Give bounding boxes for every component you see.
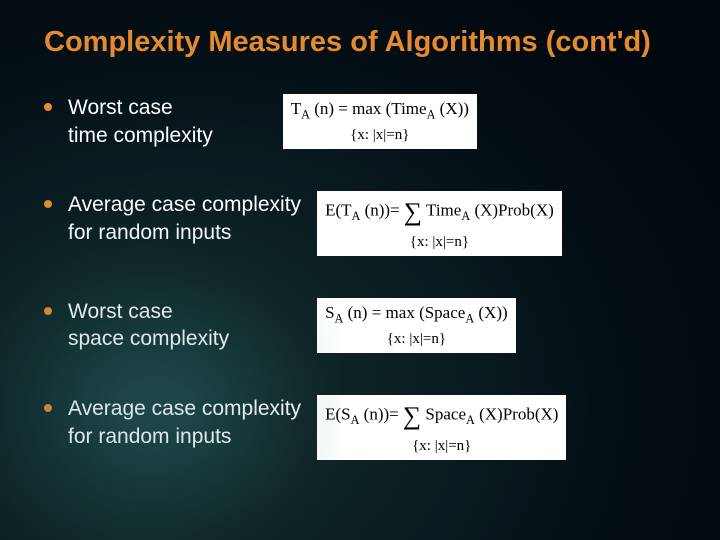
formula-line: E(TA (n))= ∑ TimeA (X)Prob(X) [325, 195, 554, 229]
formula-box: SA (n) = max (SpaceA (X)) {x: |x|=n} [317, 298, 516, 353]
formula-line: TA (n) = max (TimeA (X)) [291, 98, 469, 123]
formula-line: {x: |x|=n} [325, 232, 554, 252]
bullet-list: Worst case time complexity TA (n) = max … [44, 94, 680, 460]
bullet-line: for random inputs [68, 221, 231, 244]
list-item: Average case complexity for random input… [44, 191, 680, 256]
bullet-line: Worst case [68, 96, 173, 119]
formula-line: {x: |x|=n} [325, 329, 508, 349]
bullet-line: Average case complexity [68, 193, 301, 216]
bullet-line: time complexity [68, 124, 213, 147]
formula-line: E(SA (n))= ∑ SpaceA (X)Prob(X) [325, 399, 558, 433]
list-item: Worst case time complexity TA (n) = max … [44, 94, 680, 149]
bullet-line: Worst case [68, 300, 173, 323]
list-item: Worst case space complexity SA (n) = max… [44, 298, 680, 353]
bullet-line: Average case complexity [68, 397, 301, 420]
slide: Complexity Measures of Algorithms (cont'… [0, 0, 720, 540]
bullet-text: Worst case time complexity [68, 94, 213, 149]
formula-box: E(SA (n))= ∑ SpaceA (X)Prob(X) {x: |x|=n… [317, 395, 566, 460]
bullet-line: space complexity [68, 327, 229, 350]
formula-line: {x: |x|=n} [325, 436, 558, 456]
bullet-text: Average case complexity for random input… [68, 395, 301, 450]
bullet-line: for random inputs [68, 425, 231, 448]
bullet-text: Worst case space complexity [68, 298, 229, 353]
slide-title: Complexity Measures of Algorithms (cont'… [44, 24, 680, 60]
formula-box: TA (n) = max (TimeA (X)) {x: |x|=n} [283, 94, 477, 149]
list-item: Average case complexity for random input… [44, 395, 680, 460]
formula-line: SA (n) = max (SpaceA (X)) [325, 302, 508, 327]
formula-line: {x: |x|=n} [291, 125, 469, 145]
formula-box: E(TA (n))= ∑ TimeA (X)Prob(X) {x: |x|=n} [317, 191, 562, 256]
bullet-text: Average case complexity for random input… [68, 191, 301, 246]
